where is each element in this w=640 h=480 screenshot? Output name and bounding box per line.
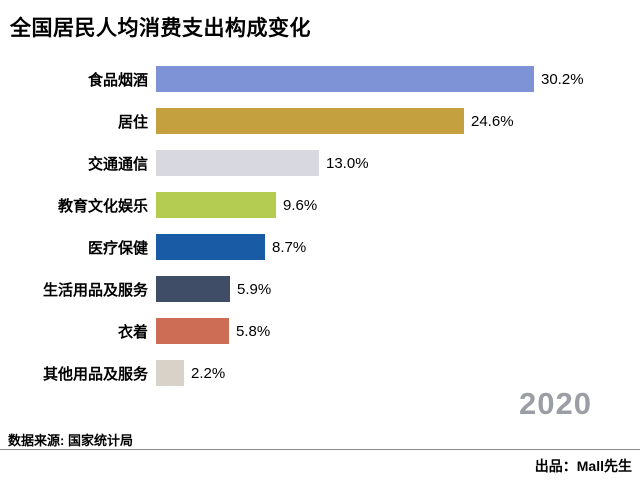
bar-track: 30.2% <box>156 66 632 92</box>
data-source-text: 数据来源: 国家统计局 <box>8 433 133 448</box>
bar-chart: 食品烟酒 30.2% 居住 24.6% 交通通信 13.0% 教育文化娱乐 9.6% 医疗保健 8… <box>8 58 632 394</box>
category-label: 其他用品及服务 <box>42 365 148 383</box>
bar-track: 24.6% <box>156 108 632 134</box>
value-label: 30.2% <box>541 70 584 88</box>
bar-row: 医疗保健 8.7% <box>8 226 632 268</box>
bar-row: 食品烟酒 30.2% <box>8 58 632 100</box>
bar-row: 居住 24.6% <box>8 100 632 142</box>
bar-track: 8.7% <box>156 234 632 260</box>
category-label: 生活用品及服务 <box>42 281 148 299</box>
bar <box>156 150 319 176</box>
value-label: 8.7% <box>272 238 307 256</box>
value-label: 13.0% <box>326 154 369 172</box>
bar-row: 其他用品及服务 2.2% <box>8 352 632 394</box>
category-label: 教育文化娱乐 <box>57 197 148 215</box>
bar-track: 2.2% <box>156 360 632 386</box>
bar <box>156 192 276 218</box>
category-label: 医疗保健 <box>87 239 148 257</box>
category-label: 食品烟酒 <box>87 71 148 89</box>
value-label: 5.8% <box>236 322 271 340</box>
credit-text: 出品：Mall先生 <box>534 458 632 474</box>
bar <box>156 108 464 134</box>
category-label: 居住 <box>117 113 148 131</box>
bar-row: 生活用品及服务 5.9% <box>8 268 632 310</box>
bar-track: 5.9% <box>156 276 632 302</box>
bar <box>156 276 230 302</box>
bar <box>156 234 265 260</box>
value-label: 2.2% <box>191 364 226 382</box>
footer-divider <box>0 449 640 450</box>
value-label: 24.6% <box>471 112 514 130</box>
bar <box>156 66 534 92</box>
bar-track: 13.0% <box>156 150 632 176</box>
category-label: 衣着 <box>117 323 148 341</box>
bar <box>156 360 184 386</box>
bar-row: 教育文化娱乐 9.6% <box>8 184 632 226</box>
bar-row: 衣着 5.8% <box>8 310 632 352</box>
chart-title: 全国居民人均消费支出构成变化 <box>10 17 311 40</box>
year-label: 2020 <box>519 386 592 421</box>
bar-track: 5.8% <box>156 318 632 344</box>
bar <box>156 318 229 344</box>
bar-track: 9.6% <box>156 192 632 218</box>
bar-row: 交通通信 13.0% <box>8 142 632 184</box>
value-label: 9.6% <box>283 196 318 214</box>
value-label: 5.9% <box>237 280 272 298</box>
category-label: 交通通信 <box>87 155 148 173</box>
